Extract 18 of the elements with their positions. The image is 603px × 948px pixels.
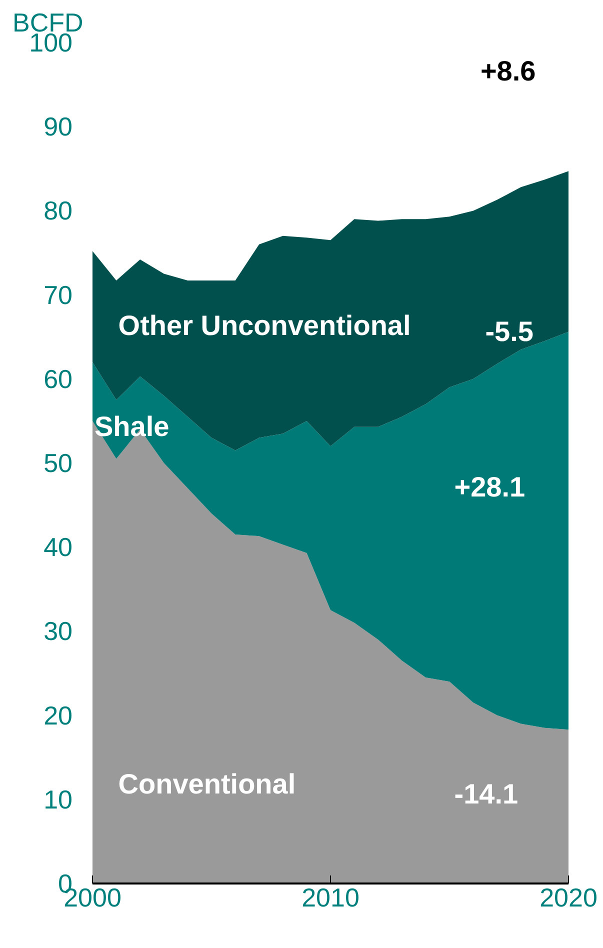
y-tick-label: 20 <box>44 700 72 730</box>
y-tick-label: 70 <box>44 280 72 310</box>
y-tick-label: 10 <box>44 784 72 814</box>
annotation: -5.5 <box>485 316 534 348</box>
annotation: -14.1 <box>454 778 518 810</box>
y-tick-label: 30 <box>44 616 72 646</box>
y-tick-label: 60 <box>44 364 72 394</box>
annotation: +28.1 <box>454 472 526 503</box>
series-label: Shale <box>94 410 170 442</box>
series-label: Other Unconventional <box>118 310 411 342</box>
x-tick-label: 2020 <box>540 882 598 912</box>
x-tick-label: 2010 <box>302 882 360 912</box>
y-tick-label: 90 <box>44 112 72 142</box>
series-label: Conventional <box>118 768 296 800</box>
y-tick-label: 50 <box>44 448 72 478</box>
annotation: +8.6 <box>480 55 536 86</box>
y-tick-label: 80 <box>44 196 72 226</box>
y-tick-label: 40 <box>44 532 72 562</box>
